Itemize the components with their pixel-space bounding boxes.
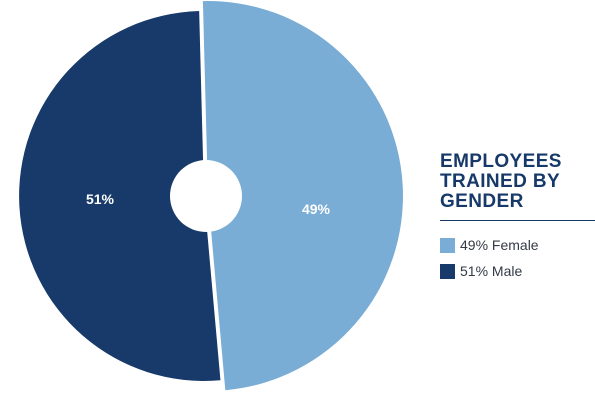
pie-donut-hole <box>170 160 242 232</box>
pie-chart: 51% 49% <box>19 1 403 391</box>
chart-title: EMPLOYEES TRAINED BY GENDER <box>440 151 562 212</box>
chart-legend: 49% Female 51% Male <box>440 236 590 280</box>
slice-label-male: 51% <box>86 191 115 207</box>
pie-slice-female <box>202 1 403 391</box>
pie-slice-male <box>19 11 221 381</box>
legend-item-male: 51% Male <box>440 262 590 280</box>
chart-side-panel: EMPLOYEES TRAINED BY GENDER 49% Female 5… <box>440 151 595 288</box>
legend-item-female: 49% Female <box>440 236 590 254</box>
slice-label-female: 49% <box>302 201 331 217</box>
title-divider <box>440 220 595 221</box>
legend-label-female: 49% Female <box>460 237 539 253</box>
legend-swatch-female <box>440 237 455 253</box>
legend-swatch-male <box>440 263 455 279</box>
legend-label-male: 51% Male <box>460 263 523 279</box>
pie-slices <box>19 1 403 391</box>
